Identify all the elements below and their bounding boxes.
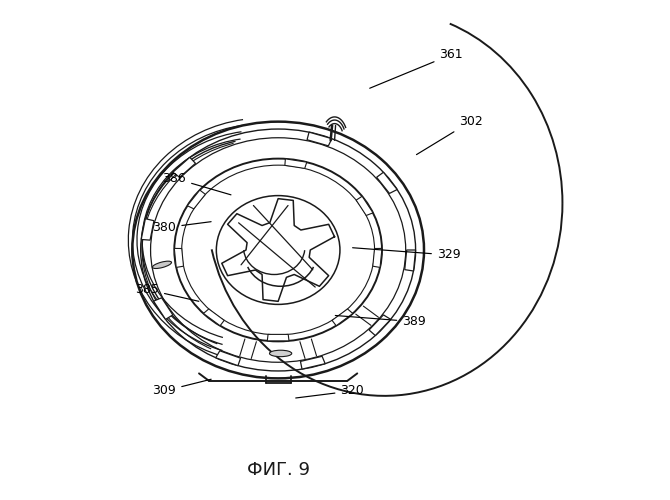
Polygon shape <box>332 309 353 326</box>
Polygon shape <box>307 132 332 146</box>
Polygon shape <box>173 158 196 178</box>
Polygon shape <box>369 315 391 336</box>
Polygon shape <box>300 356 325 369</box>
Text: 309: 309 <box>153 379 211 398</box>
Polygon shape <box>188 190 206 209</box>
Text: 329: 329 <box>352 248 460 262</box>
Text: 361: 361 <box>370 48 463 88</box>
Polygon shape <box>405 250 415 271</box>
Polygon shape <box>285 159 307 168</box>
Polygon shape <box>204 309 224 326</box>
Text: 302: 302 <box>417 115 483 154</box>
Text: ФИГ. 9: ФИГ. 9 <box>247 461 310 479</box>
Polygon shape <box>153 298 173 320</box>
Text: 386: 386 <box>162 172 231 195</box>
Polygon shape <box>356 196 373 216</box>
Polygon shape <box>373 248 382 268</box>
Polygon shape <box>174 248 184 268</box>
Text: 385: 385 <box>135 283 199 302</box>
Ellipse shape <box>152 261 172 268</box>
Polygon shape <box>267 334 289 341</box>
Polygon shape <box>216 351 241 366</box>
Text: 389: 389 <box>335 315 426 328</box>
Polygon shape <box>141 218 154 240</box>
Text: 380: 380 <box>153 221 211 234</box>
Text: 320: 320 <box>295 384 364 398</box>
Ellipse shape <box>269 350 291 356</box>
Polygon shape <box>377 172 397 194</box>
